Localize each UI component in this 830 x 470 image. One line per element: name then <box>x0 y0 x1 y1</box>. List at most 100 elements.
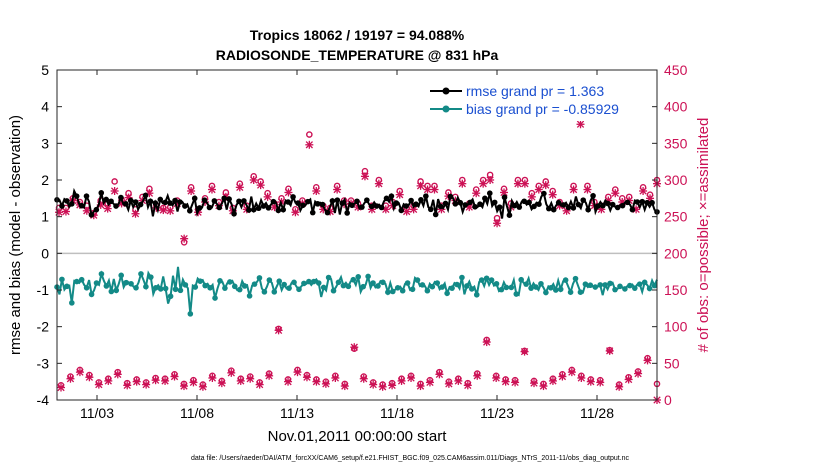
rmse-point <box>305 198 311 205</box>
obs-assimilated-marker <box>493 219 502 228</box>
rmse-point <box>550 206 557 213</box>
bias-point <box>236 286 243 293</box>
bias-point <box>636 281 643 287</box>
obs-assimilated-marker <box>472 189 481 198</box>
axis-ticks: -4-3-2-101234505010015020025030035040045… <box>37 62 688 421</box>
bias-point <box>177 287 184 294</box>
bias-point <box>557 286 564 293</box>
obs-assimilated-marker <box>66 374 75 383</box>
rmse-point <box>68 201 75 207</box>
rmse-point <box>531 203 537 210</box>
rmse-point <box>290 194 296 200</box>
bias-point <box>587 282 594 289</box>
bias-point <box>187 311 194 317</box>
bias-point <box>518 276 524 283</box>
obs-assimilated-marker <box>416 181 425 190</box>
rmse-point <box>172 197 178 204</box>
obs-possible-marker <box>306 131 313 138</box>
rmse-point <box>103 196 109 203</box>
rmse-point <box>73 193 80 199</box>
obs-assimilated-marker <box>569 185 578 194</box>
obs-assimilated-marker <box>131 209 140 218</box>
rmse-point <box>634 199 641 205</box>
legend-bias-label: bias grand pr = -0.85929 <box>466 101 619 117</box>
bias-point <box>286 285 292 291</box>
obs-assimilated-marker <box>61 207 70 216</box>
bias-point <box>103 283 110 289</box>
rmse-point <box>442 200 449 207</box>
bias-point <box>607 280 613 287</box>
bias-point <box>602 282 608 288</box>
obs-assimilated-marker <box>534 185 543 194</box>
rmse-point <box>477 201 483 207</box>
y-tick-label-right: 350 <box>664 135 688 151</box>
bias-point <box>498 286 505 293</box>
y-tick-label-right: 250 <box>664 209 688 225</box>
rmse-point <box>398 207 405 214</box>
bias-point <box>390 288 396 295</box>
rmse-point <box>462 202 468 208</box>
obs-assimilated-marker <box>265 371 274 380</box>
bias-point <box>88 291 95 298</box>
bias-point <box>345 283 352 290</box>
rmse-point <box>186 208 193 214</box>
rmse-point <box>275 207 282 214</box>
bias-point <box>399 287 406 294</box>
bias-point <box>113 287 120 294</box>
rmse-point <box>364 197 370 203</box>
bias-point <box>651 282 658 289</box>
bias-point <box>291 279 297 286</box>
bias-point <box>449 285 455 291</box>
obs-assimilated-marker <box>293 368 302 377</box>
rmse-point <box>64 198 70 204</box>
obs-assimilated-marker <box>189 378 198 387</box>
obs-assimilated-marker <box>527 192 536 201</box>
rmse-point <box>132 199 139 205</box>
bias-point <box>310 278 317 285</box>
rmse-point <box>359 204 365 210</box>
obs-assimilated-marker <box>333 185 342 194</box>
bias-point <box>64 283 70 290</box>
obs-assimilated-marker <box>208 374 217 382</box>
obs-assimilated-marker <box>312 187 321 195</box>
rmse-point <box>575 201 582 208</box>
rmse-point <box>314 201 321 207</box>
obs-assimilated-marker <box>615 382 624 391</box>
bias-point <box>152 285 159 291</box>
rmse-point <box>595 203 601 209</box>
obs-assimilated-marker <box>513 179 522 188</box>
bias-point <box>251 281 258 287</box>
y-tick-label-left: -1 <box>37 282 50 298</box>
rmse-point <box>516 204 523 210</box>
bias-point <box>167 293 174 300</box>
rmse-point <box>127 197 134 204</box>
bias-point <box>434 280 441 286</box>
obs-assimilated-marker <box>305 140 314 149</box>
obs-assimilated-marker <box>577 374 586 382</box>
obs-assimilated-marker <box>458 179 467 188</box>
rmse-point <box>624 199 631 206</box>
obs-assimilated-marker <box>463 381 472 390</box>
obs-assimilated-marker <box>187 187 196 195</box>
y-axis-label-left: rmse and bias (model - observation) <box>7 115 24 355</box>
obs-assimilated-marker <box>236 376 245 385</box>
bias-point <box>419 282 426 288</box>
bias-point <box>646 285 653 292</box>
rmse-point <box>324 209 331 216</box>
x-tick-label: 11/13 <box>280 405 314 421</box>
rmse-point <box>413 201 419 207</box>
bias-point <box>202 282 208 289</box>
rmse-point <box>467 199 473 206</box>
bias-point <box>478 277 485 283</box>
bias-point <box>404 280 411 286</box>
rmse-point <box>309 209 316 216</box>
rmse-point <box>378 204 385 211</box>
bias-point <box>523 281 529 287</box>
bias-point <box>380 279 386 286</box>
bias-point <box>562 277 569 283</box>
obs-assimilated-marker <box>284 188 293 197</box>
y-tick-label-left: -2 <box>37 319 50 335</box>
rmse-point <box>457 199 464 206</box>
obs-assimilated-marker <box>369 380 378 389</box>
rmse-point <box>418 197 424 203</box>
